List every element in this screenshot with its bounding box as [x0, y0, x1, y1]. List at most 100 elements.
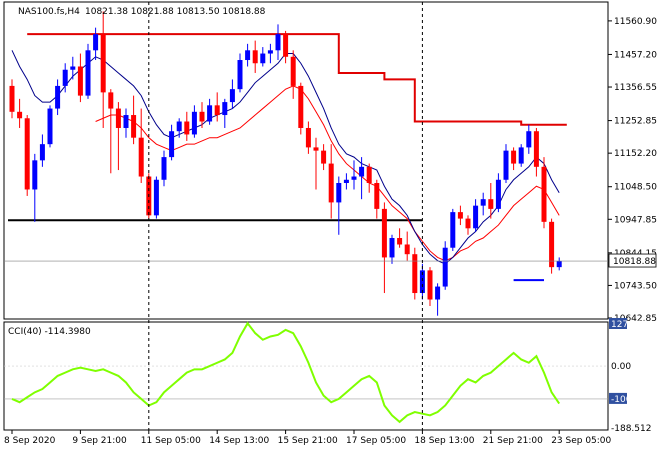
candle-body [541, 166, 547, 222]
candle[interactable] [359, 157, 365, 200]
candle[interactable] [495, 173, 501, 213]
candle[interactable] [191, 105, 197, 138]
candle[interactable] [161, 150, 167, 187]
candle[interactable] [321, 144, 327, 171]
candle[interactable] [283, 30, 289, 64]
candle[interactable] [237, 53, 243, 93]
candle[interactable] [290, 50, 296, 99]
candle[interactable] [153, 176, 159, 219]
candle[interactable] [47, 105, 53, 148]
candle[interactable] [207, 98, 213, 125]
candle[interactable] [62, 63, 68, 93]
candle[interactable] [526, 124, 532, 154]
candle[interactable] [131, 95, 137, 145]
candle-body [24, 118, 30, 190]
candle-body [473, 205, 479, 229]
candle-body [427, 270, 433, 300]
candle[interactable] [85, 43, 91, 99]
candle[interactable] [366, 163, 372, 193]
price-panel-frame [3, 1, 609, 320]
candle[interactable] [222, 98, 228, 128]
candle[interactable] [93, 27, 99, 61]
candle[interactable] [123, 108, 129, 138]
candle[interactable] [442, 241, 448, 290]
candle[interactable] [245, 43, 251, 67]
candle-body [503, 150, 509, 180]
candle[interactable] [77, 53, 83, 103]
candle[interactable] [305, 121, 311, 154]
candle-body [100, 34, 106, 93]
x-tick-label: 14 Sep 13:00 [209, 436, 269, 446]
candle[interactable] [419, 263, 425, 300]
candle[interactable] [450, 208, 456, 251]
candle-body [229, 89, 235, 103]
candle[interactable] [336, 176, 342, 235]
candle[interactable] [275, 24, 281, 61]
candle[interactable] [457, 205, 463, 226]
candle-body [260, 53, 266, 64]
y-tick-label: 11252.85 [614, 117, 657, 127]
candle[interactable] [435, 283, 441, 316]
candle[interactable] [9, 79, 15, 119]
candle[interactable] [24, 115, 30, 196]
candle[interactable] [100, 11, 106, 128]
candle[interactable] [214, 92, 220, 122]
candle[interactable] [313, 137, 319, 190]
candle[interactable] [351, 160, 357, 190]
candle[interactable] [397, 228, 403, 248]
cci-tick-label: -188.512 [611, 424, 651, 434]
candle[interactable] [518, 144, 524, 167]
candle[interactable] [404, 231, 410, 261]
price-panel[interactable] [3, 1, 609, 320]
y-tick-label: 11048.50 [614, 183, 657, 193]
candle[interactable] [252, 40, 258, 73]
candle[interactable] [115, 102, 121, 171]
candle[interactable] [381, 202, 387, 294]
candle[interactable] [389, 234, 395, 264]
candle[interactable] [229, 79, 235, 109]
candle[interactable] [138, 108, 144, 183]
candle-body [480, 199, 486, 206]
candle[interactable] [533, 127, 539, 177]
candle[interactable] [328, 144, 334, 219]
candle[interactable] [199, 102, 205, 128]
candle[interactable] [480, 192, 486, 216]
candle[interactable] [70, 56, 76, 80]
candle[interactable] [267, 43, 273, 64]
candle[interactable] [412, 247, 418, 300]
candle[interactable] [260, 47, 266, 67]
y-tick-label: 10743.50 [614, 281, 657, 291]
candle[interactable] [488, 182, 494, 219]
candle-body [419, 270, 425, 294]
candle[interactable] [549, 218, 555, 274]
candle[interactable] [427, 267, 433, 306]
candle[interactable] [473, 199, 479, 232]
cci-tick-label: 0.00 [611, 362, 631, 372]
candle[interactable] [503, 144, 509, 183]
candle[interactable] [298, 82, 304, 135]
candle-body [495, 179, 501, 209]
candle[interactable] [55, 79, 61, 116]
candle[interactable] [465, 215, 471, 235]
candle[interactable] [169, 124, 175, 161]
candle[interactable] [39, 134, 45, 167]
candle[interactable] [343, 173, 349, 190]
candle-body [511, 150, 517, 164]
candle[interactable] [32, 153, 38, 222]
candle[interactable] [556, 257, 562, 271]
candle-body [549, 221, 555, 268]
cci-panel[interactable] [3, 321, 609, 431]
candle-body [465, 218, 471, 229]
candle-body [207, 105, 213, 122]
candle[interactable] [511, 147, 517, 171]
candle[interactable] [541, 157, 547, 229]
candle[interactable] [374, 179, 380, 219]
candle[interactable] [184, 111, 190, 141]
candle[interactable] [108, 89, 114, 174]
candle-body [62, 69, 68, 86]
cci-level-tag [609, 392, 627, 404]
candle[interactable] [176, 118, 182, 138]
candle[interactable] [17, 98, 23, 128]
